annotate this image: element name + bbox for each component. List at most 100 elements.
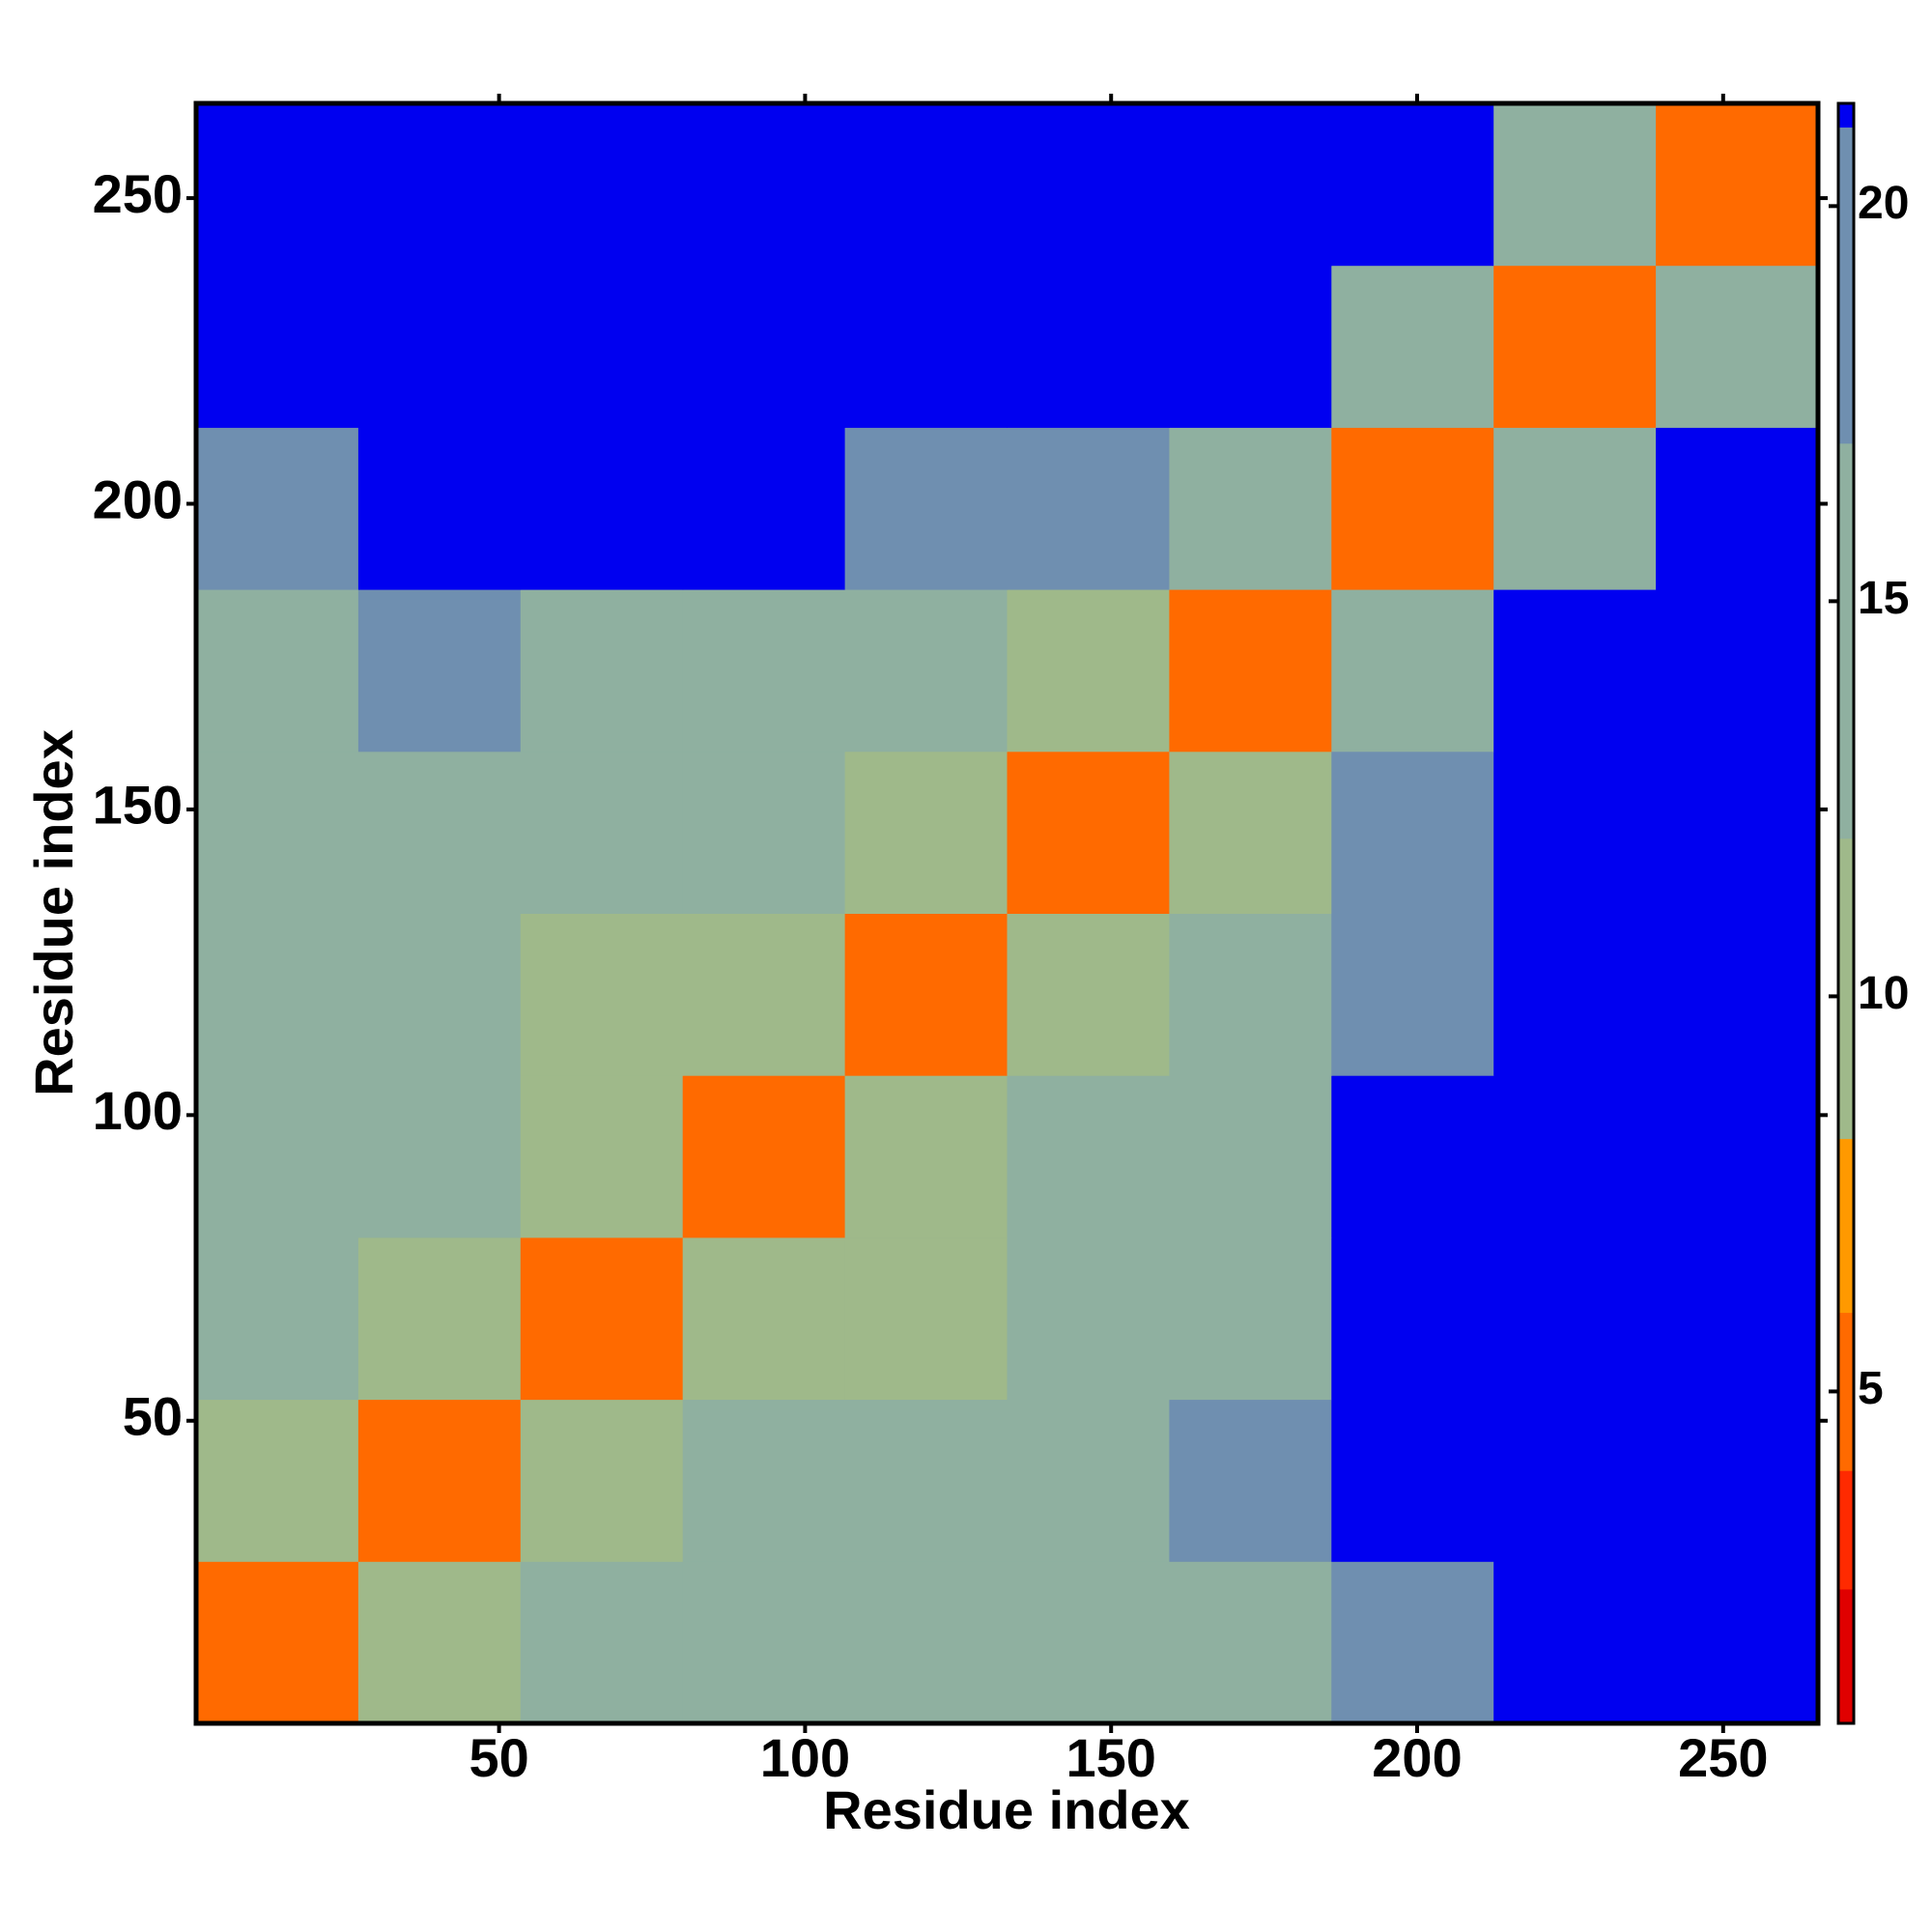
y-tick-label: 200: [93, 469, 183, 529]
heatmap-cell: [1331, 427, 1494, 590]
heatmap-cell: [1493, 1236, 1657, 1401]
heatmap-cell: [682, 1075, 846, 1238]
heatmap-cell: [1493, 1075, 1657, 1238]
heatmap-cell: [844, 589, 1008, 753]
heatmap-cell: [1331, 265, 1494, 428]
colorbar-segment: [1838, 1588, 1854, 1724]
heatmap-cell: [1169, 1075, 1332, 1238]
colorbar-frame: [1836, 101, 1856, 1725]
heatmap-cell: [1656, 427, 1819, 590]
colorbar-segment: [1838, 1312, 1854, 1471]
heatmap-cell: [196, 751, 359, 914]
heatmap-cell: [357, 751, 522, 914]
colorbar-tick-label: 5: [1858, 1363, 1884, 1414]
heatmap-cell: [520, 265, 684, 428]
heatmap-cell: [1493, 103, 1657, 267]
heatmap-cell: [520, 1399, 684, 1562]
heatmap-cell: [520, 913, 684, 1076]
heatmap-cell: [520, 103, 684, 267]
heatmap-cell: [844, 1236, 1008, 1401]
heatmap-cell: [520, 1561, 684, 1724]
y-tick-label: 150: [93, 775, 183, 836]
heatmap-cell: [357, 265, 522, 428]
heatmap-cell: [1007, 1399, 1170, 1562]
heatmap-cell: [1007, 1561, 1170, 1724]
heatmap-cell: [357, 1236, 522, 1401]
heatmap-cell: [520, 1236, 684, 1401]
heatmap-cell: [682, 589, 846, 753]
heatmap-cell: [844, 103, 1008, 267]
heatmap-cell: [1331, 1236, 1494, 1401]
heatmap-cell: [357, 1075, 522, 1238]
colorbar-segment: [1838, 1138, 1854, 1314]
heatmap-cell: [196, 103, 359, 267]
colorbar-tick-label: 10: [1858, 968, 1909, 1019]
x-tick-label: 200: [1372, 1727, 1462, 1788]
plot-frame: [193, 100, 1821, 1726]
x-tick-label: 250: [1678, 1727, 1768, 1788]
heatmap-cell: [1169, 1399, 1332, 1562]
heatmap-cell: [682, 265, 846, 428]
heatmap-cell: [844, 1561, 1008, 1724]
heatmap-cell: [1169, 1561, 1332, 1724]
heatmap-cell: [1007, 751, 1170, 914]
heatmap-cell: [1331, 1561, 1494, 1724]
heatmap-cell: [1656, 1236, 1819, 1401]
heatmap-cell: [682, 751, 846, 914]
heatmap-cell: [1493, 913, 1657, 1076]
colorbar-tick-label: 15: [1858, 573, 1909, 624]
heatmap-cell: [844, 913, 1008, 1076]
heatmap-cell: [1656, 751, 1819, 914]
heatmap-cell: [682, 1236, 846, 1401]
heatmap-cell: [1007, 1236, 1170, 1401]
heatmap-cell: [1007, 589, 1170, 753]
heatmap-cell: [1493, 1561, 1657, 1724]
heatmap-cell: [1656, 1075, 1819, 1238]
x-tick-label: 100: [760, 1727, 850, 1788]
heatmap-cell: [1656, 103, 1819, 267]
colorbar-tick-label: 20: [1858, 178, 1909, 229]
heatmap-cell: [1656, 1399, 1819, 1562]
heatmap-cell: [1007, 913, 1170, 1076]
heatmap-cell: [357, 913, 522, 1076]
heatmap-cell: [357, 103, 522, 267]
heatmap-cell: [196, 1236, 359, 1401]
heatmap-cell: [1493, 1399, 1657, 1562]
heatmap-cell: [1331, 751, 1494, 914]
heatmap-cell: [1331, 589, 1494, 753]
heatmap-cell: [1656, 589, 1819, 753]
heatmap-cell: [1169, 1236, 1332, 1401]
y-axis-label: Residue index: [23, 729, 84, 1096]
heatmap-cell: [1007, 427, 1170, 590]
heatmap-cell: [682, 103, 846, 267]
heatmap-cell: [1169, 103, 1332, 267]
heatmap-cell: [682, 913, 846, 1076]
heatmap-cell: [682, 427, 846, 590]
heatmap-cell: [1007, 1075, 1170, 1238]
y-tick-label: 250: [93, 163, 183, 224]
x-tick-label: 150: [1065, 1727, 1155, 1788]
heatmap-cell: [520, 589, 684, 753]
heatmap-cell: [196, 913, 359, 1076]
heatmap-cell: [1493, 751, 1657, 914]
heatmap-cell: [1493, 589, 1657, 753]
colorbar-segment: [1838, 1470, 1854, 1590]
heatmap-cell: [520, 751, 684, 914]
heatmap-cell: [682, 1399, 846, 1562]
heatmap-cell: [1169, 265, 1332, 428]
heatmap-cell: [1331, 1075, 1494, 1238]
heatmap-cell: [1493, 427, 1657, 590]
heatmap-cell: [357, 1561, 522, 1724]
heatmap-cell: [1331, 913, 1494, 1076]
x-axis-label: Residue index: [823, 1779, 1190, 1840]
heatmap-cell: [1656, 913, 1819, 1076]
heatmap-cell: [844, 427, 1008, 590]
heatmap-cell: [1331, 1399, 1494, 1562]
heatmap-cell: [196, 1075, 359, 1238]
heatmap-cell: [682, 1561, 846, 1724]
heatmap-cell: [844, 1399, 1008, 1562]
heatmap-cell: [520, 1075, 684, 1238]
heatmap-cell: [1656, 1561, 1819, 1724]
colorbar-segment: [1838, 103, 1854, 128]
